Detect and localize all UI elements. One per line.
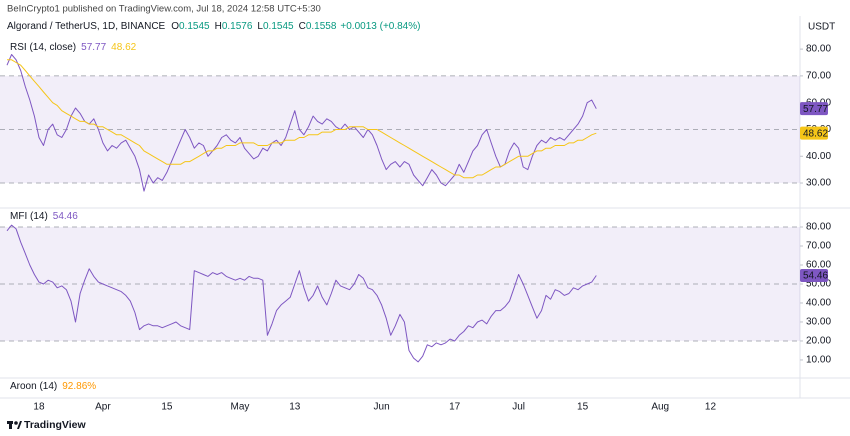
indicator-value: 48.62 xyxy=(111,42,136,53)
indicator-name: MFI (14) xyxy=(10,211,48,222)
last-value-label: 57.77 xyxy=(803,104,828,115)
pane-title: RSI (14, close) 57.77 48.62 xyxy=(10,42,137,53)
y-tick-label: 40.00 xyxy=(806,298,831,309)
x-tick-label: 15 xyxy=(161,402,173,413)
indicator-value: 57.77 xyxy=(81,42,106,53)
last-value-box xyxy=(800,126,828,140)
footer-logo xyxy=(7,421,22,429)
x-tick-label: 12 xyxy=(705,402,717,413)
x-tick-label: 15 xyxy=(577,402,589,413)
x-tick-label: 13 xyxy=(289,402,301,413)
published-note: BeInCrypto1 published on TradingView.com… xyxy=(7,4,321,15)
y-tick-label: 80.00 xyxy=(806,222,831,233)
aroon-title: Aroon (14) 92.86% xyxy=(10,381,96,392)
aroon-value: 92.86% xyxy=(62,381,96,392)
y-tick-label: 50.00 xyxy=(806,279,831,290)
last-value-label: 54.46 xyxy=(803,271,828,282)
series-line xyxy=(6,224,597,363)
series-line xyxy=(6,54,597,192)
y-tick-label: 80.00 xyxy=(806,44,831,55)
ohlc-label: O xyxy=(171,21,179,32)
footer-brand: TradingView xyxy=(24,419,86,431)
y-tick-label: 10.00 xyxy=(806,355,831,366)
x-tick-label: Aug xyxy=(651,402,669,413)
x-tick-label: Apr xyxy=(95,402,111,413)
x-tick-label: Jun xyxy=(374,402,390,413)
ohlc-value: 0.1545 xyxy=(179,21,210,32)
ohlc-label: H xyxy=(215,21,222,32)
last-value-box xyxy=(800,102,828,116)
last-value-box xyxy=(800,269,828,283)
y-tick-label: 20.00 xyxy=(806,336,831,347)
ohlc-value: 0.1545 xyxy=(263,21,294,32)
indicator-name: RSI (14, close) xyxy=(10,42,76,53)
symbol: Algorand / TetherUS, 1D, BINANCE xyxy=(7,21,166,32)
series-line xyxy=(7,59,597,179)
y-tick-label: 70.00 xyxy=(806,241,831,252)
symbol-line: Algorand / TetherUS, 1D, BINANCE O0.1545 H… xyxy=(7,21,420,32)
indicator-value: 54.46 xyxy=(53,211,78,222)
aroon-label: Aroon (14) xyxy=(10,381,57,392)
ohlc-value: 0.1558 xyxy=(306,21,337,32)
last-value-label: 48.62 xyxy=(803,128,828,139)
y-tick-label: 70.00 xyxy=(806,71,831,82)
y-tick-label: 30.00 xyxy=(806,178,831,189)
ohlc-label: L xyxy=(257,21,263,32)
y-tick-label: 60.00 xyxy=(806,260,831,271)
y-tick-label: 30.00 xyxy=(806,317,831,328)
x-tick-label: May xyxy=(231,402,250,413)
ohlc-value: 0.1576 xyxy=(222,21,253,32)
pane-title: MFI (14) 54.46 xyxy=(10,211,78,222)
ohlc-label: C xyxy=(299,21,306,32)
x-tick-label: Jul xyxy=(512,402,525,413)
change: +0.0013 (+0.84%) xyxy=(340,21,420,32)
currency: USDT xyxy=(808,22,835,33)
x-tick-label: 17 xyxy=(449,402,461,413)
y-tick-label: 40.00 xyxy=(806,151,831,162)
x-tick-label: 18 xyxy=(33,402,45,413)
